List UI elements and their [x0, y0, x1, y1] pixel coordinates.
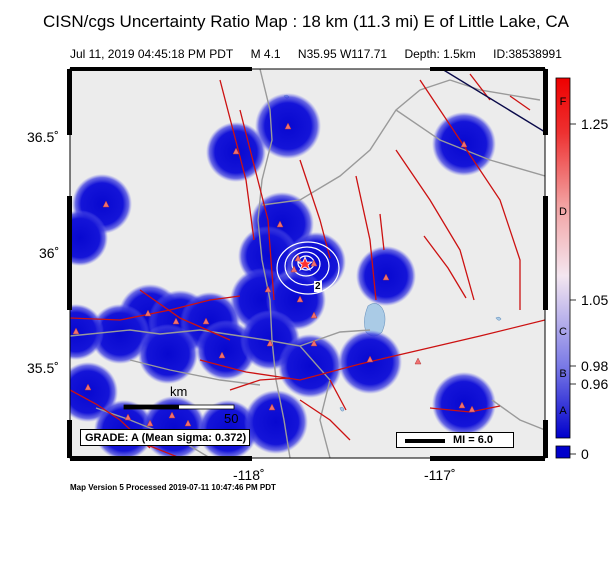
mi-legend: MI = 6.0 [396, 432, 514, 448]
seismic-stations [72, 122, 476, 427]
event-datetime: Jul 11, 2019 04:45:18 PM PDT [70, 47, 234, 61]
faults [70, 73, 545, 458]
event-id: ID:38538991 [493, 47, 562, 61]
map-version-footer: Map Version 5 Processed 2019-07-11 10:47… [70, 483, 276, 492]
colorbar-tick: 0.96 [581, 376, 609, 392]
y-tick-label: 36˚ [39, 245, 60, 261]
grade-letter: A [559, 405, 567, 417]
event-magnitude: M 4.1 [250, 47, 281, 61]
x-tick-label: -117˚ [424, 467, 456, 483]
map-title: CISN/cgs Uncertainty Ratio Map : 18 km (… [43, 12, 569, 31]
colorbar [555, 77, 576, 459]
epicenter-star-icon [296, 255, 314, 271]
y-tick-label: 36.5˚ [27, 129, 59, 145]
map-area[interactable] [48, 69, 545, 460]
scale-bar [123, 404, 235, 410]
grade-letter: D [559, 206, 567, 218]
scale-value-label: 50 [224, 411, 239, 426]
y-tick-label: 35.5˚ [27, 360, 59, 376]
station-influence-blobs [70, 93, 496, 458]
state-border [441, 69, 545, 133]
x-tick-label: -118˚ [233, 467, 265, 483]
map-frame [67, 67, 548, 461]
grade-legend: GRADE: A (Mean sigma: 0.372) [80, 429, 250, 446]
mi-legend-text: MI = 6.0 [453, 434, 494, 446]
scale-unit-label: km [170, 384, 188, 399]
colorbar-tick: 1.05 [581, 292, 609, 308]
grade-letter: B [559, 368, 567, 380]
colorbar-tick: 1.25 [581, 116, 609, 132]
colorbar-tick: 0.98 [581, 358, 609, 374]
event-depth: Depth: 1.5km [404, 47, 476, 61]
colorbar-tick: 0 [581, 446, 589, 462]
event-location: N35.95 W117.71 [297, 47, 388, 61]
contour-label: 2 [314, 281, 322, 292]
grade-letter: C [559, 326, 567, 338]
roads [70, 69, 545, 458]
grade-letter: F [559, 96, 567, 108]
event-info: Jul 11, 2019 04:45:18 PM PDT M 4.1 N35.9… [70, 47, 576, 61]
mi-legend-line [405, 439, 445, 443]
